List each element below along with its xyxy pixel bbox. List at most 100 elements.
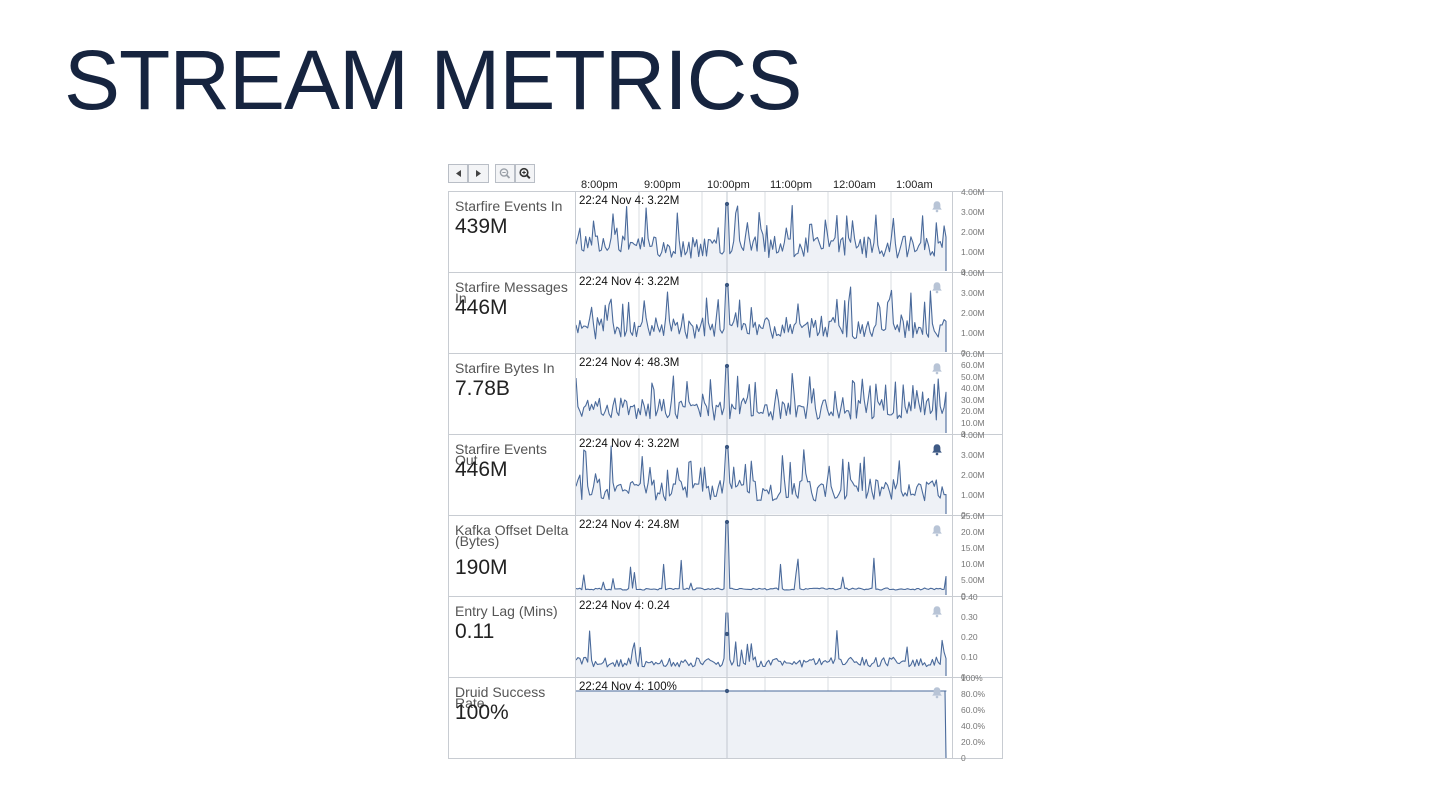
hover-tooltip: 22:24 Nov 4: 24.8M: [579, 519, 680, 531]
zoom-out-icon: [499, 168, 511, 179]
metric-label: Druid Success Rate: [455, 684, 546, 711]
metric-row[interactable]: Druid Success Rate 100% 22:24 Nov 4: 100% 1…: [449, 674, 1002, 763]
series-line: [576, 203, 947, 271]
y-tick-label: 80.0%: [961, 689, 986, 699]
metric-chart[interactable]: 22:24 Nov 4: 0.24: [575, 597, 953, 677]
hover-point: [724, 282, 730, 288]
y-tick-label: 1.00M: [961, 490, 985, 500]
hover-point: [724, 519, 730, 525]
y-tick-label: 2.00M: [961, 470, 985, 480]
series-area: [576, 204, 946, 272]
y-tick-label: 2.00M: [961, 227, 985, 237]
metric-row[interactable]: Kafka Offset Delta (Bytes) 190M 22:24 Nov …: [449, 512, 1002, 601]
slide-title: STREAM METRICS: [64, 33, 802, 127]
metric-value: 446M: [455, 458, 508, 481]
next-button[interactable]: [468, 164, 489, 183]
y-tick-label: 0.10: [961, 652, 978, 662]
time-axis-label: 10:00pm: [707, 179, 750, 191]
zoom-in-button[interactable]: [515, 164, 535, 183]
series-line: [576, 690, 947, 758]
metric-value: 190M: [455, 556, 508, 579]
y-tick-label: 15.0M: [961, 543, 985, 553]
metric-chart[interactable]: 22:24 Nov 4: 3.22M: [575, 273, 953, 353]
hover-tooltip: 22:24 Nov 4: 48.3M: [579, 357, 680, 369]
series-area: [576, 446, 946, 515]
metric-row[interactable]: Starfire Events In 439M 22:24 Nov 4: 3.22M…: [449, 188, 1002, 277]
metric-chart[interactable]: 22:24 Nov 4: 24.8M: [575, 516, 953, 596]
hover-tooltip: 22:24 Nov 4: 0.24: [579, 600, 670, 612]
y-tick-label: 40.0M: [961, 383, 985, 394]
y-tick-label: 0: [961, 348, 966, 358]
metric-chart[interactable]: 22:24 Nov 4: 48.3M: [575, 354, 953, 434]
series-area: [576, 691, 946, 758]
series-area: [576, 285, 946, 353]
hover-tooltip: 22:24 Nov 4: 3.22M: [579, 438, 680, 450]
y-tick-label: 4.00M: [961, 187, 985, 197]
y-axis: 70.0M 60.0M 50.0M 40.0M 30.0M 20.0M 10.0M 0: [953, 350, 1002, 439]
metric-value: 446M: [455, 296, 508, 319]
metric-row[interactable]: Starfire Messages In 446M 22:24 Nov 4: 3.2…: [449, 269, 1002, 358]
y-tick-label: 25.0M: [961, 511, 985, 521]
series-line: [576, 521, 947, 595]
y-tick-label: 3.00M: [961, 450, 985, 460]
hover-point: [724, 688, 730, 694]
metric-chart[interactable]: 22:24 Nov 4: 3.22M: [575, 192, 953, 272]
zoom-out-button[interactable]: [495, 164, 515, 183]
hover-point: [724, 201, 730, 207]
y-tick-label: 50.0M: [961, 371, 985, 382]
hover-tooltip: 22:24 Nov 4: 3.22M: [579, 195, 680, 207]
metric-value: 100%: [455, 701, 509, 724]
y-tick-label: 0: [961, 510, 966, 520]
triangle-right-icon: [476, 170, 481, 177]
metric-label: Starfire Events In: [455, 198, 563, 214]
y-axis: 25.0M 20.0M 15.0M 10.0M 5.00M 0: [953, 512, 1002, 601]
y-tick-label: 0: [961, 267, 966, 277]
metric-row[interactable]: Starfire Events Out 446M 22:24 Nov 4: 3.22…: [449, 431, 1002, 520]
time-axis-label: 8:00pm: [581, 179, 618, 191]
y-tick-label: 30.0M: [961, 394, 985, 405]
metrics-panel: 8:00pm 9:00pm 10:00pm 11:00pm 12:00am 1:00am …: [448, 164, 1003, 766]
y-tick-label: 4.00M: [961, 430, 985, 440]
y-tick-label: 60.0%: [961, 705, 986, 715]
metric-row[interactable]: Starfire Bytes In 7.78B 22:24 Nov 4: 48.3M…: [449, 350, 1002, 439]
y-tick-label: 3.00M: [961, 207, 985, 217]
y-tick-label: 0.20: [961, 632, 978, 642]
hover-point: [724, 444, 730, 450]
y-tick-label: 4.00M: [961, 268, 985, 278]
hover-point: [724, 631, 730, 637]
series-area: [576, 522, 946, 596]
y-tick-label: 70.0M: [961, 349, 985, 359]
metric-label: Kafka Offset Delta (Bytes): [455, 522, 569, 549]
series-line: [576, 284, 947, 352]
series-line: [576, 445, 947, 514]
series-line: [576, 365, 947, 433]
metric-value: 0.11: [455, 620, 495, 643]
y-tick-label: 0: [961, 429, 966, 439]
y-axis: 100% 80.0% 60.0% 40.0% 20.0% 0: [953, 674, 1002, 763]
y-tick-label: 10.0M: [961, 417, 985, 428]
prev-button[interactable]: [448, 164, 468, 183]
series-line: [576, 612, 947, 676]
y-tick-label: 2.00M: [961, 308, 985, 318]
y-tick-label: 20.0M: [961, 527, 985, 537]
metric-row[interactable]: Entry Lag (Mins) 0.11 22:24 Nov 4: 0.24 0.4…: [449, 593, 1002, 682]
y-axis: 4.00M 3.00M 2.00M 1.00M 0: [953, 269, 1002, 358]
triangle-left-icon: [456, 170, 461, 177]
metric-label: Starfire Events Out: [455, 441, 547, 468]
time-axis-label: 12:00am: [833, 179, 876, 191]
y-tick-label: 0: [961, 591, 966, 601]
metric-label: Entry Lag (Mins): [455, 603, 558, 619]
hover-tooltip: 22:24 Nov 4: 3.22M: [579, 276, 680, 288]
hover-tooltip: 22:24 Nov 4: 100%: [579, 681, 677, 693]
time-axis-label: 9:00pm: [644, 179, 681, 191]
y-tick-label: 0.30: [961, 612, 978, 622]
metric-chart[interactable]: 22:24 Nov 4: 3.22M: [575, 435, 953, 515]
y-tick-label: 40.0%: [961, 721, 986, 731]
time-axis-label: 11:00pm: [770, 179, 812, 191]
metric-chart[interactable]: 22:24 Nov 4: 100%: [575, 678, 953, 758]
y-axis: 4.00M 3.00M 2.00M 1.00M 0: [953, 188, 1002, 277]
metric-label: Starfire Messages In: [455, 279, 568, 306]
y-tick-label: 60.0M: [961, 360, 985, 371]
metric-label: Starfire Bytes In: [455, 360, 555, 376]
metric-rows: Starfire Events In 439M 22:24 Nov 4: 3.22M…: [448, 188, 1003, 763]
